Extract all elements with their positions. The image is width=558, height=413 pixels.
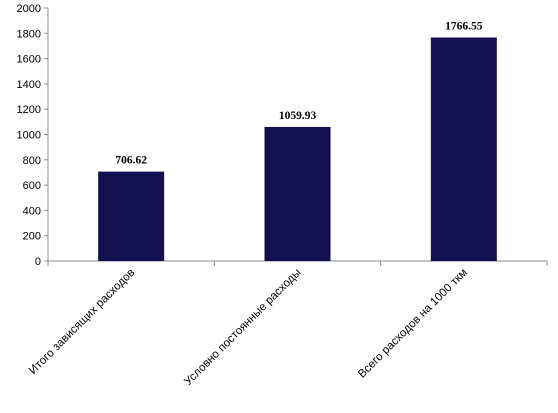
y-tick-label: 200	[23, 231, 41, 243]
category-label: Итого зависящих расходов	[27, 267, 137, 377]
bar	[98, 171, 165, 261]
y-tick-label: 1400	[17, 79, 41, 91]
category-labels: Итого зависящих расходов Условно постоянн…	[27, 267, 470, 388]
bar	[264, 126, 331, 261]
data-label: 1766.55	[445, 21, 483, 33]
bars	[98, 37, 497, 261]
bar	[430, 37, 497, 261]
y-tick-label: 400	[23, 205, 41, 217]
y-tick-label: 1200	[17, 104, 41, 116]
data-label: 706.62	[115, 155, 147, 167]
y-tick-label: 1800	[17, 28, 41, 40]
x-axis	[47, 260, 548, 266]
y-tick-label: 0	[35, 256, 41, 268]
y-tick-label: 1000	[17, 130, 41, 142]
data-labels: 706.62 1059.93 1766.55	[115, 21, 482, 167]
data-label: 1059.93	[279, 110, 317, 122]
y-tick-label: 2000	[17, 3, 41, 15]
y-tick-label: 800	[23, 155, 41, 167]
category-label: Всего расходов на 1000 ткм	[356, 267, 470, 381]
y-axis: 0 200 400 600 800 1000 1200 1400 1600 1800 2000	[17, 3, 49, 268]
category-label: Условно постоянные расходы	[182, 267, 303, 388]
y-tick-label: 1600	[17, 54, 41, 66]
y-tick-label: 600	[23, 180, 41, 192]
